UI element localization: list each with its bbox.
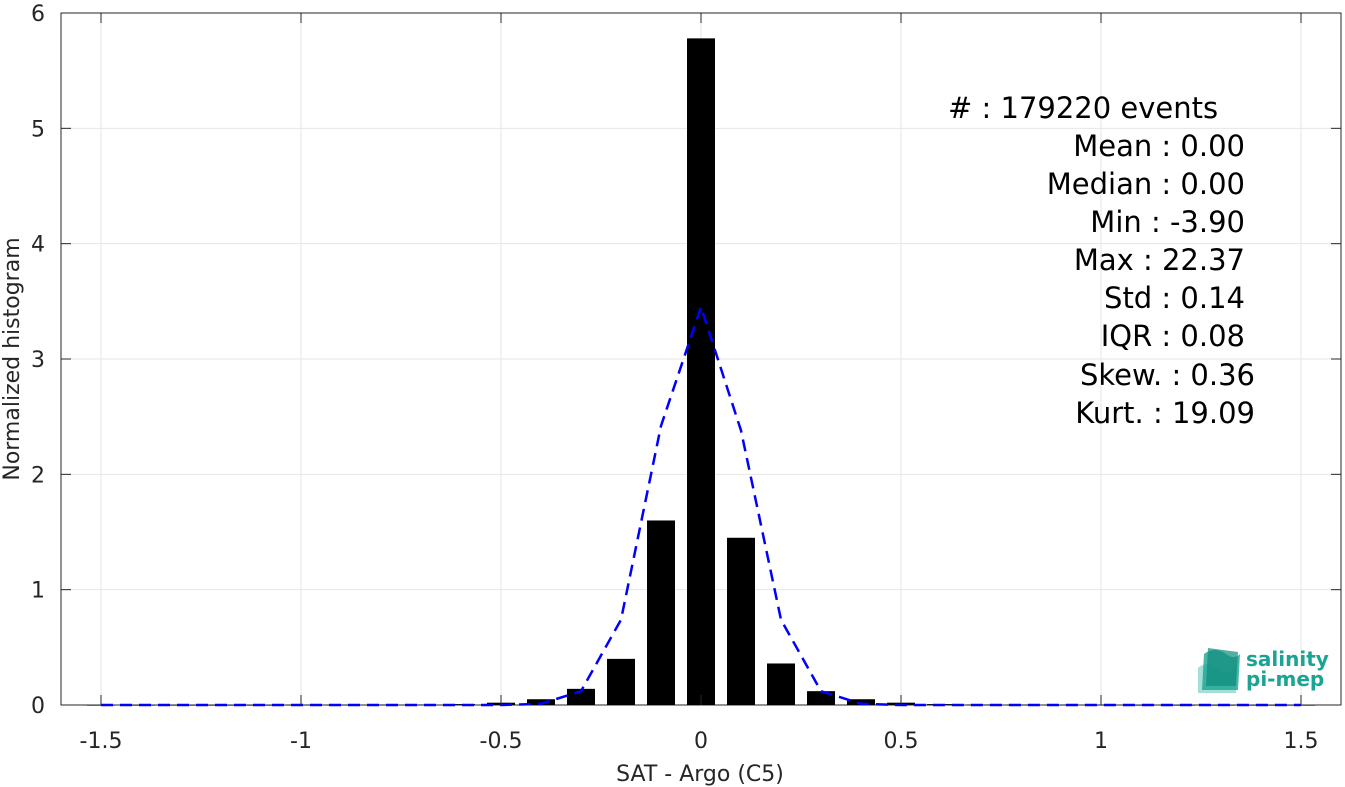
wave-logo-icon bbox=[1198, 648, 1240, 693]
logo-text-pi-mep: pi-mep bbox=[1246, 667, 1324, 691]
histogram-bar bbox=[527, 699, 555, 705]
y-tick-label: 5 bbox=[31, 117, 45, 142]
x-tick-label: -1 bbox=[290, 729, 312, 754]
histogram-bars bbox=[87, 38, 1315, 706]
x-tick-label: -0.5 bbox=[480, 729, 523, 754]
logo-text-salinity: salinity bbox=[1246, 647, 1329, 671]
x-tick-label: 1 bbox=[1094, 729, 1108, 754]
histogram-bar bbox=[1127, 705, 1155, 706]
histogram-bar bbox=[767, 663, 795, 705]
histogram-bar bbox=[1087, 704, 1115, 706]
stat-iqr: IQR : 0.08 bbox=[1101, 319, 1245, 353]
x-axis-label: SAT - Argo (C5) bbox=[616, 762, 784, 787]
y-tick-label: 3 bbox=[31, 348, 45, 373]
stat-events: # : 179220 events bbox=[948, 91, 1218, 125]
x-tick-label: -1.5 bbox=[80, 729, 123, 754]
stat-min: Min : -3.90 bbox=[1090, 205, 1245, 239]
x-tick-label: 0 bbox=[694, 729, 708, 754]
x-tick-label: 0.5 bbox=[884, 729, 919, 754]
y-tick-label: 4 bbox=[31, 233, 45, 258]
y-tick-label: 2 bbox=[31, 463, 45, 488]
histogram-bar bbox=[687, 38, 715, 705]
y-tick-label: 0 bbox=[31, 694, 45, 719]
histogram-bar bbox=[1047, 704, 1075, 706]
stat-skew: Skew. : 0.36 bbox=[1080, 358, 1255, 392]
histogram-bar bbox=[1007, 704, 1035, 706]
stat-kurt: Kurt. : 19.09 bbox=[1075, 396, 1255, 430]
stat-max: Max : 22.37 bbox=[1074, 243, 1245, 277]
salinity-pi-mep-logo: salinity pi-mep bbox=[1198, 647, 1329, 693]
histogram-bar bbox=[847, 699, 875, 705]
histogram-bar bbox=[647, 520, 675, 705]
histogram-bar bbox=[607, 658, 635, 705]
axis-ticks bbox=[61, 12, 1341, 706]
histogram-bar bbox=[407, 704, 435, 706]
stat-median: Median : 0.00 bbox=[1047, 167, 1245, 201]
histogram-bar bbox=[727, 537, 755, 705]
stat-std: Std : 0.14 bbox=[1104, 281, 1245, 315]
stat-mean: Mean : 0.00 bbox=[1073, 129, 1245, 163]
histogram-bar bbox=[367, 704, 395, 706]
y-tick-label: 6 bbox=[31, 2, 45, 27]
y-tick-label: 1 bbox=[31, 579, 45, 604]
histogram-bar bbox=[447, 704, 475, 705]
y-axis-label: Normalized histogram bbox=[0, 237, 25, 480]
stats-annotation: # : 179220 events Mean : 0.00 Median : 0… bbox=[948, 91, 1255, 430]
tick-labels: -1.5 -1 -0.5 0 0.5 1 1.5 0 1 2 3 4 5 6 bbox=[31, 2, 1319, 754]
x-tick-label: 1.5 bbox=[1284, 729, 1319, 754]
histogram-bar bbox=[567, 688, 595, 705]
